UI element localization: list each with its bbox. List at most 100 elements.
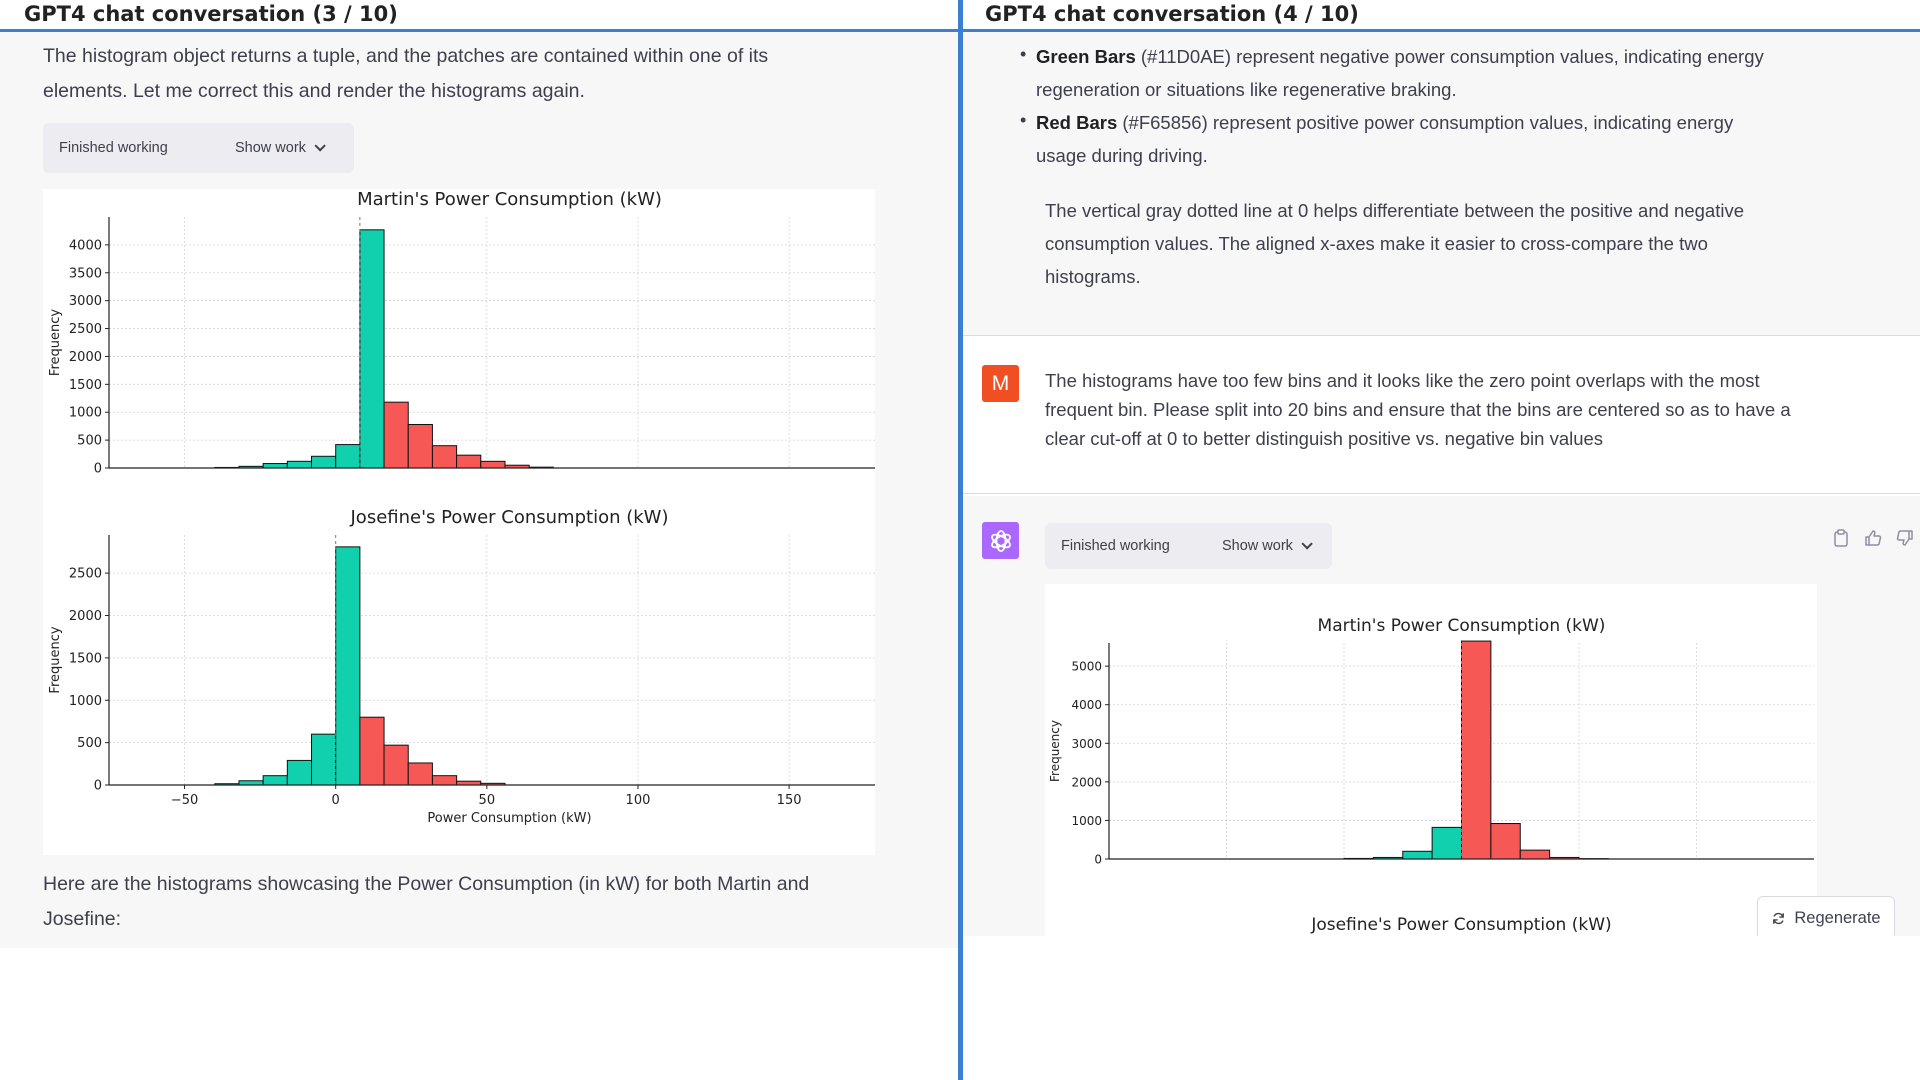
- panel-title: GPT4 chat conversation (4 / 10): [985, 2, 1359, 26]
- title-rule: [963, 29, 1920, 32]
- separator: [963, 493, 1920, 494]
- outro-line-1: Here are the histograms showcasing the P…: [43, 873, 810, 895]
- chart-title: Josefine's Power Consumption (kW): [350, 507, 669, 528]
- histogram-bar: [335, 546, 361, 786]
- clipboard-icon[interactable]: [1831, 528, 1851, 548]
- refresh-icon: [1773, 912, 1785, 924]
- y-axis-label: Frequency: [48, 626, 63, 693]
- y-tick-label: 1000: [69, 694, 102, 709]
- y-tick-label: 1500: [69, 378, 102, 393]
- histogram-svg: Martin's Power Consumption (kW) 0 1000 2000…: [1048, 616, 1814, 940]
- y-tick-label: 4000: [69, 238, 102, 253]
- bullet-red-cont: usage during driving.: [1036, 145, 1208, 166]
- regenerate-button[interactable]: Regenerate: [1757, 896, 1895, 940]
- user-line-1: The histograms have too few bins and it …: [1045, 370, 1760, 391]
- finished-working-box: Finished working Show work: [43, 123, 354, 173]
- y-tick-label: 3500: [69, 266, 102, 281]
- right-panel: GPT4 chat conversation (4 / 10) • Green …: [963, 0, 1920, 1080]
- y-tick-label: 1500: [69, 651, 102, 666]
- work-status: Finished working: [1061, 538, 1170, 554]
- histogram-bar: [431, 775, 458, 786]
- bullet-green: • Green Bars (#11D0AE) represent negativ…: [1020, 44, 1764, 67]
- user-line-3: clear cut-off at 0 to better distinguish…: [1045, 428, 1604, 449]
- para-line-2: consumption values. The aligned x-axes m…: [1045, 233, 1708, 254]
- y-tick-label: 0: [94, 779, 102, 794]
- histogram-plot: Martin's Power Consumption (kW) 0 1000 2000…: [1048, 616, 1814, 867]
- panel-title: GPT4 chat conversation (3 / 10): [24, 2, 398, 26]
- y-tick-label: 3000: [1071, 737, 1102, 751]
- show-work-button[interactable]: Show work: [1222, 523, 1313, 569]
- histogram-bar: [262, 463, 288, 469]
- histogram-bar: [238, 780, 264, 786]
- y-tick-label: 5000: [1071, 660, 1102, 674]
- separator: [963, 335, 1920, 336]
- histogram-bar: [1490, 823, 1521, 860]
- para-line-1: The vertical gray dotted line at 0 helps…: [1045, 200, 1744, 221]
- histogram-bar: [286, 759, 313, 786]
- histogram-bar: [431, 445, 458, 469]
- chevron-down-icon: [1301, 538, 1313, 550]
- histogram-bar: [456, 454, 482, 469]
- bullet-green-cont: regeneration or situations like regenera…: [1036, 79, 1457, 100]
- x-tick-label: 150: [777, 793, 802, 808]
- y-tick-label: 4000: [1071, 698, 1102, 712]
- histogram-figure-right: Martin's Power Consumption (kW) 0 1000 2000…: [1045, 584, 1817, 940]
- histogram-bar: [1431, 826, 1462, 860]
- y-tick-label: 1000: [1071, 814, 1102, 828]
- histogram-bar: [407, 423, 433, 469]
- user-avatar: M: [982, 365, 1019, 402]
- y-axis-label: Frequency: [1048, 720, 1062, 782]
- x-axis-label: Power Consumption (kW): [427, 811, 591, 826]
- histogram-bar: [383, 401, 409, 469]
- chart-title: Josefine's Power Consumption (kW): [1310, 915, 1611, 935]
- y-tick-label: 2000: [69, 609, 102, 624]
- bullet-red: • Red Bars (#F65856) represent positive …: [1020, 110, 1734, 133]
- histogram-bar: [480, 460, 506, 469]
- thumbs-up-icon[interactable]: [1863, 528, 1883, 548]
- histogram-bar: [311, 733, 337, 786]
- y-tick-label: 3000: [69, 294, 102, 309]
- y-tick-label: 2000: [1071, 775, 1102, 789]
- y-tick-label: 0: [94, 462, 102, 477]
- blank-area: [963, 936, 1920, 1080]
- left-panel: GPT4 chat conversation (3 / 10) The hist…: [0, 0, 958, 1080]
- chart-title: Martin's Power Consumption (kW): [1318, 616, 1606, 636]
- title-rule: [0, 29, 958, 32]
- work-status: Finished working: [59, 140, 168, 156]
- x-tick-label: −50: [171, 793, 198, 808]
- openai-logo-icon: [982, 522, 1019, 559]
- openai-logo-glyph: [990, 529, 1011, 552]
- y-tick-label: 1000: [69, 406, 102, 421]
- y-tick-label: 2500: [69, 322, 102, 337]
- user-message: [963, 336, 1920, 496]
- x-tick-label: 100: [626, 793, 651, 808]
- histogram-bar: [311, 455, 337, 469]
- thumbs-down-icon[interactable]: [1895, 528, 1915, 548]
- histogram-bar: [359, 229, 385, 469]
- chevron-down-icon: [314, 140, 326, 152]
- histogram-bar: [1519, 849, 1551, 860]
- histogram-plot: Josefine's Power Consumption (kW) 0 500 100…: [48, 507, 875, 826]
- show-work-label: Show work: [235, 140, 306, 156]
- y-axis-label: Frequency: [48, 309, 63, 376]
- histogram-figure-left: Martin's Power Consumption (kW) 0 500 1000 1…: [43, 189, 875, 855]
- y-tick-label: 2000: [69, 350, 102, 365]
- outro-line-2: Josefine:: [43, 908, 122, 930]
- panel-divider: [958, 0, 963, 1080]
- histogram-bar: [407, 762, 433, 786]
- chart-title: Martin's Power Consumption (kW): [357, 189, 662, 210]
- histogram-plot: Martin's Power Consumption (kW) 0 500 1000 1…: [48, 189, 875, 477]
- histogram-bar: [286, 460, 313, 469]
- show-work-button[interactable]: Show work: [235, 123, 326, 173]
- assistant-message: The histogram object returns a tuple, an…: [0, 32, 958, 948]
- y-tick-label: 0: [1094, 853, 1102, 867]
- para-line-3: histograms.: [1045, 266, 1141, 287]
- user-line-2: frequent bin. Please split into 20 bins …: [1045, 399, 1791, 420]
- histogram-bar: [1461, 640, 1492, 860]
- conversation-area: • Green Bars (#11D0AE) represent negativ…: [963, 32, 1920, 981]
- show-work-label: Show work: [1222, 538, 1293, 554]
- x-tick-label: 50: [479, 793, 496, 808]
- y-tick-label: 500: [77, 736, 102, 751]
- histogram-bar: [1402, 850, 1433, 860]
- histogram-svg: Martin's Power Consumption (kW)050010001…: [48, 189, 875, 826]
